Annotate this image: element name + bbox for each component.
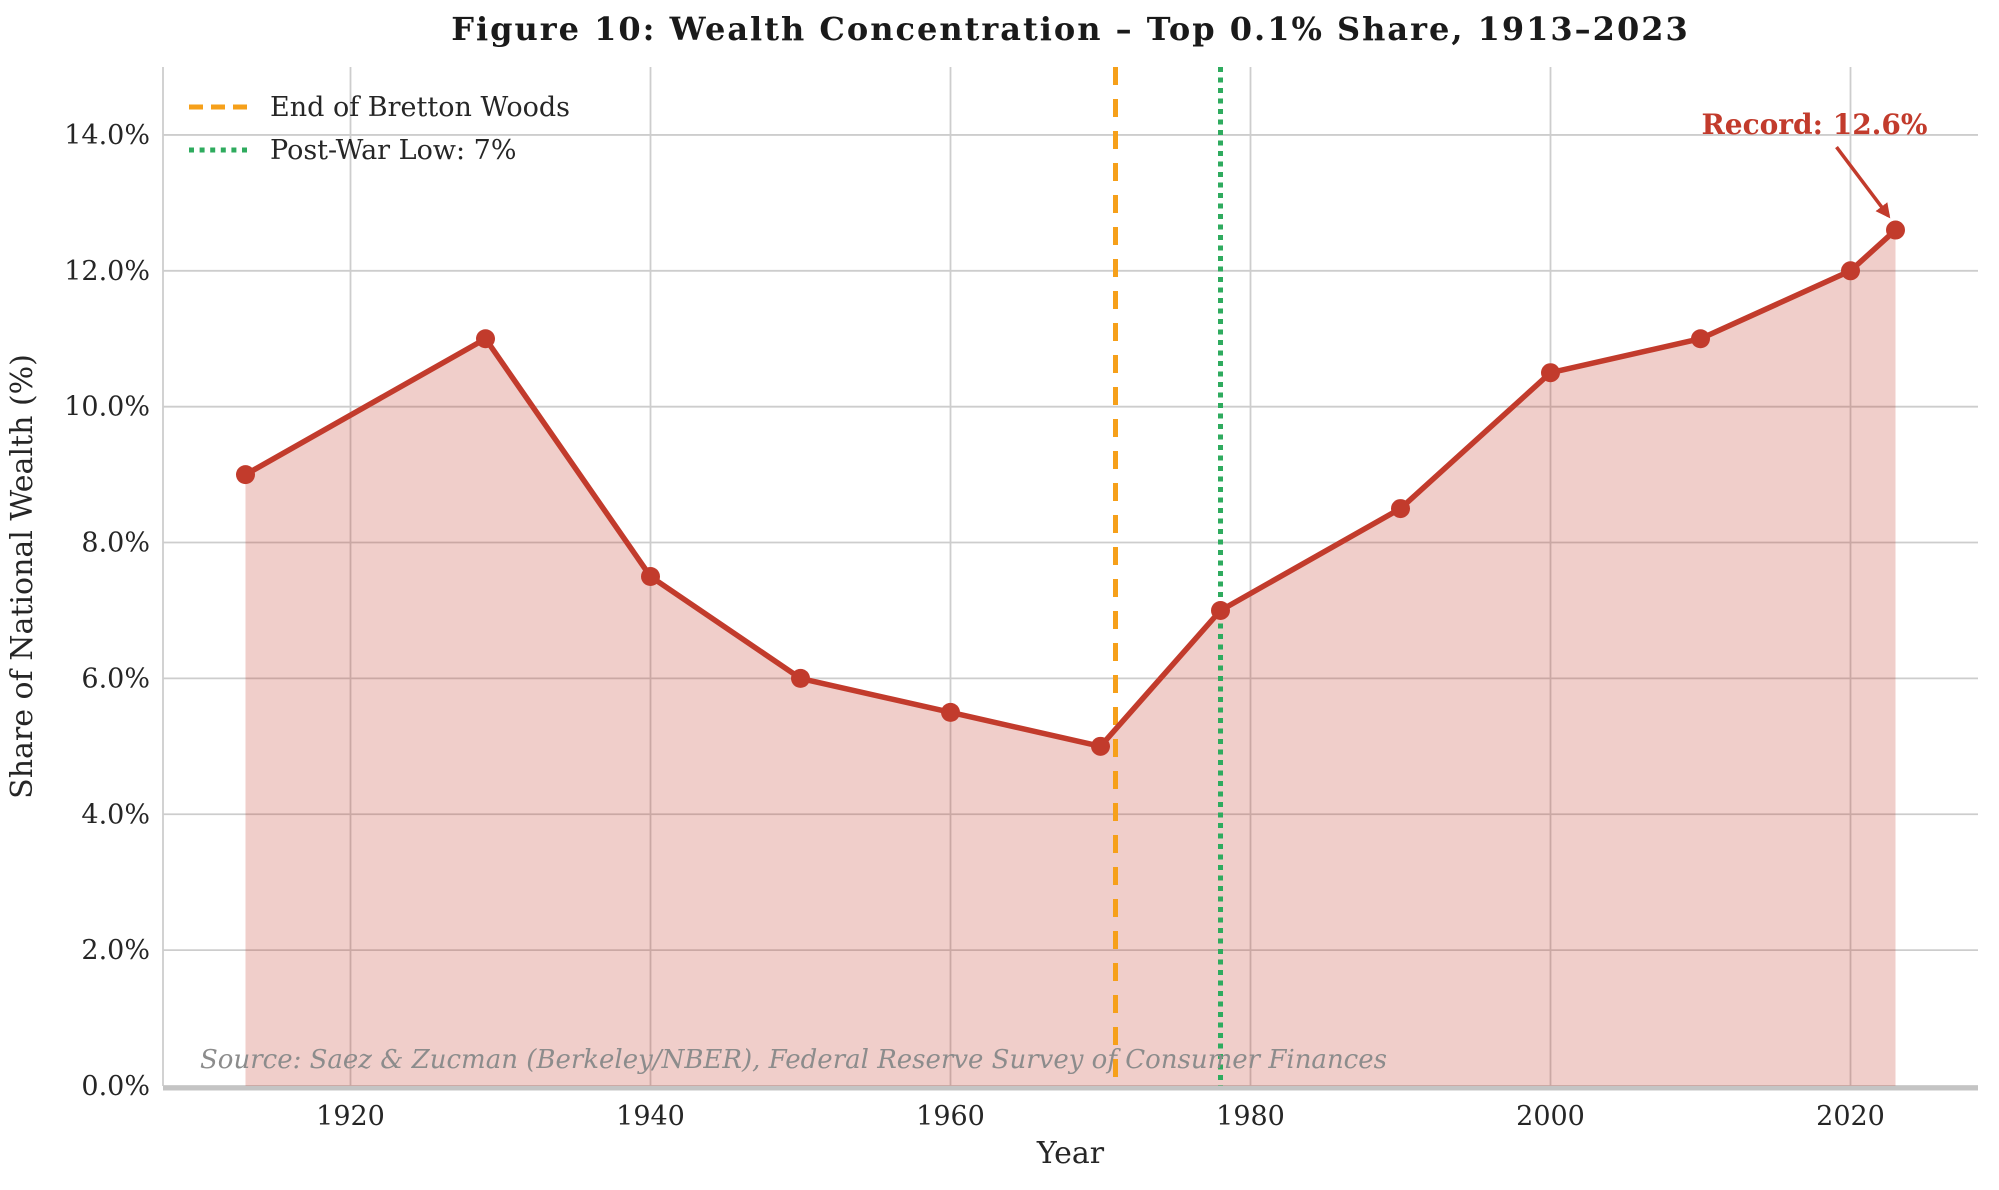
legend-item-post-war-low-7: Post-War Low: 7% <box>189 135 516 166</box>
y-tick-label: 10.0% <box>64 392 150 423</box>
data-point-1950 <box>791 668 810 688</box>
y-tick-label: 6.0% <box>81 663 150 694</box>
y-tick-label: 8.0% <box>81 528 150 559</box>
data-point-1913 <box>236 465 255 485</box>
annotation-record: Record: 12.6% <box>1701 108 1927 141</box>
data-point-1970 <box>1091 736 1110 756</box>
data-point-2000 <box>1541 363 1560 383</box>
y-tick-label: 2.0% <box>81 935 150 966</box>
x-axis-label: Year <box>1036 1136 1105 1171</box>
series-area-fill <box>245 230 1896 1087</box>
x-tick-label: 1920 <box>316 1101 385 1132</box>
data-point-2023 <box>1886 220 1905 240</box>
annotation-arrow <box>1835 145 1891 219</box>
x-tick-label: 1960 <box>916 1101 985 1132</box>
series-line <box>242 227 1899 750</box>
data-point-1978 <box>1211 600 1230 620</box>
data-point-1990 <box>1391 499 1410 519</box>
data-point-2010 <box>1691 329 1710 349</box>
y-tick-label: 12.0% <box>64 256 150 287</box>
data-point-2020 <box>1841 261 1860 281</box>
x-tick-label: 2020 <box>1816 1101 1885 1132</box>
data-point-1940 <box>641 567 660 586</box>
chart-title: Figure 10: Wealth Concentration – Top 0.… <box>451 10 1689 48</box>
y-tick-label: 14.0% <box>64 120 150 151</box>
data-point-1960 <box>941 702 960 722</box>
y-axis-label: Share of National Wealth (%) <box>5 354 40 799</box>
y-tick-label: 4.0% <box>81 799 150 830</box>
data-point-1929 <box>476 329 495 349</box>
legend-label: End of Bretton Woods <box>270 92 570 123</box>
x-tick-label: 1980 <box>1216 1101 1285 1132</box>
legend: End of Bretton Woods Post-War Low: 7% <box>189 92 570 166</box>
legend-label: Post-War Low: 7% <box>270 135 516 166</box>
x-tick-label: 2000 <box>1516 1101 1585 1132</box>
legend-item-end-of-bretton-woods: End of Bretton Woods <box>189 92 570 123</box>
x-tick-label: 1940 <box>616 1101 685 1132</box>
plot-area <box>163 67 1978 1086</box>
y-tick-label: 0.0% <box>81 1071 150 1102</box>
source-note: Source: Saez & Zucman (Berkeley/NBER), F… <box>200 1045 1387 1075</box>
